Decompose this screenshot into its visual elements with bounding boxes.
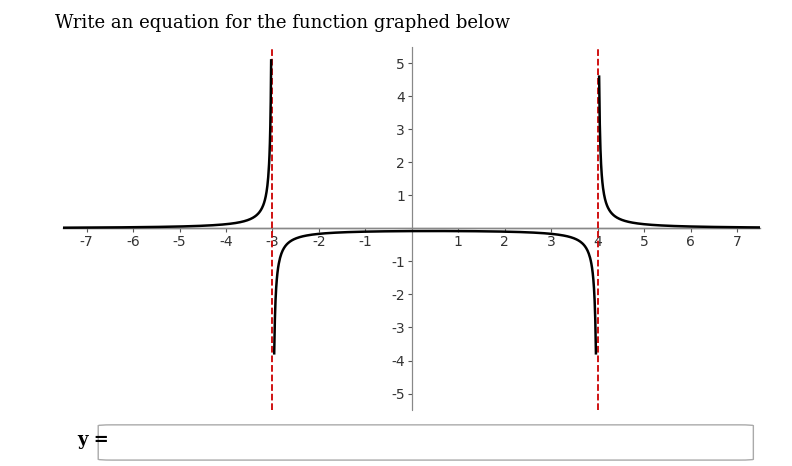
FancyBboxPatch shape bbox=[98, 425, 753, 460]
Text: y =: y = bbox=[78, 432, 109, 449]
Text: Write an equation for the function graphed below: Write an equation for the function graph… bbox=[55, 14, 510, 32]
